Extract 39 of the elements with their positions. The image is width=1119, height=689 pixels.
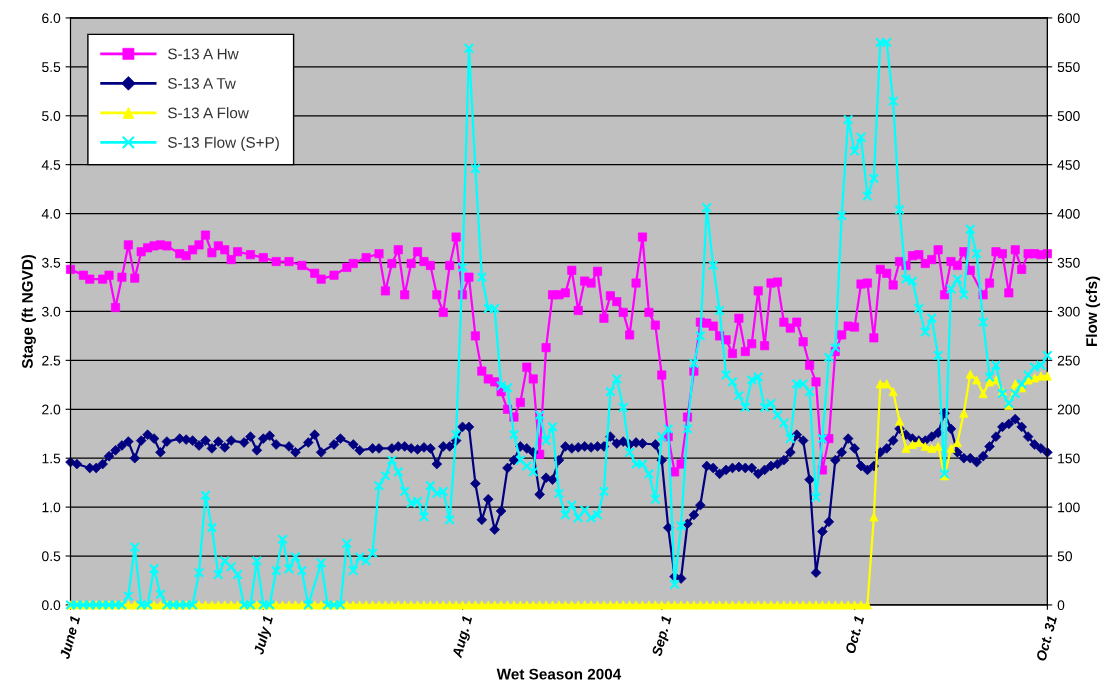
- y-tick-label: 1.5: [42, 453, 61, 464]
- x-tick-label: Sep. 1: [651, 615, 675, 658]
- y2-tick-label: 600: [1057, 13, 1080, 24]
- y2-axis-title: Flow (cfs): [1085, 276, 1101, 347]
- x-axis-title: Wet Season 2004: [496, 668, 622, 680]
- y-tick-label: 4.0: [41, 208, 61, 219]
- y-tick-label: 5.5: [42, 62, 61, 72]
- y2-tick-label: 500: [1057, 111, 1080, 121]
- y-tick-label: 3.0: [42, 306, 61, 317]
- y-tick-label: 4.5: [41, 160, 61, 170]
- y2-tick-label: 350: [1057, 257, 1080, 268]
- x-tick-label: July 1: [253, 615, 276, 656]
- legend-label: S-13 A Hw: [168, 48, 239, 60]
- y-tick-label: 2.5: [42, 355, 61, 366]
- y-axis-title: Stage (ft NGVD): [21, 254, 36, 369]
- y2-tick-label: 250: [1057, 355, 1080, 366]
- legend-label: S-13 Flow (S+P): [168, 136, 279, 151]
- x-tick-label: Aug. 1: [451, 615, 475, 660]
- y-tick-label: 3.5: [42, 257, 61, 268]
- y2-tick-label: 150: [1058, 453, 1080, 464]
- y2-tick-label: 300: [1057, 306, 1080, 317]
- y-tick-label: 0.0: [42, 600, 61, 611]
- y-tick-label: 2.0: [42, 404, 61, 415]
- y-tick-label: 1.0: [42, 502, 61, 513]
- y2-tick-label: 450: [1057, 160, 1080, 170]
- y2-tick-label: 400: [1057, 208, 1080, 219]
- y2-tick-label: 550: [1057, 62, 1080, 72]
- y2-tick-label: 200: [1057, 404, 1080, 415]
- legend-label: S-13 A Flow: [168, 107, 249, 119]
- y-tick-label: 0.5: [42, 551, 61, 562]
- legend-label: S-13 A Tw: [168, 78, 236, 89]
- x-tick-label: Oct. 31: [1035, 615, 1058, 662]
- y2-tick-label: 50: [1057, 551, 1073, 562]
- x-tick-label: June 1: [59, 615, 81, 660]
- y2-tick-label: 100: [1058, 502, 1080, 513]
- y-tick-label: 6.0: [42, 13, 61, 24]
- y2-tick-label: 0: [1057, 600, 1065, 611]
- y-tick-label: 5.0: [42, 111, 61, 121]
- x-tick-label: Oct. 1: [845, 615, 865, 654]
